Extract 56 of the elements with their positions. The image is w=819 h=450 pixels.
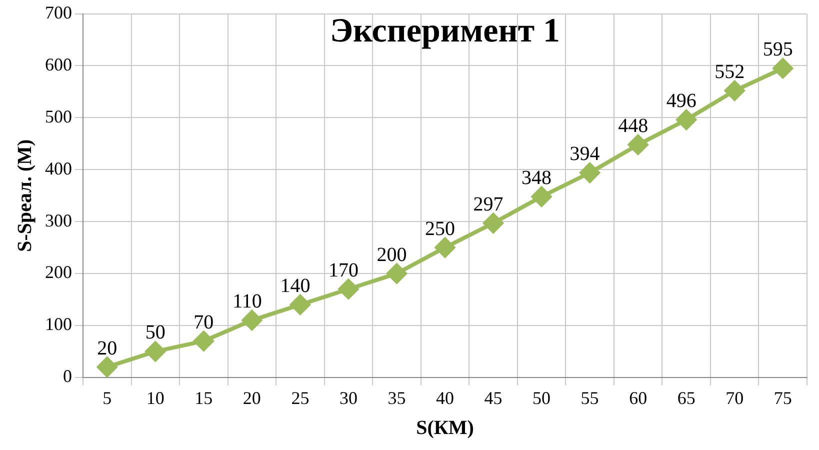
x-tick-label: 45 [484,388,502,408]
point [145,341,166,362]
point [676,110,696,130]
x-tick-label: 35 [388,388,406,408]
data-label: 448 [618,114,648,137]
x-tick-label: 25 [291,388,310,408]
x-tick-label: 60 [629,388,648,408]
y-tick-label: 100 [45,314,72,334]
point [290,294,310,315]
y-axis-title: S-Sреал. (М) [14,139,36,252]
chart-title: Эксперимент 1 [330,12,560,50]
point [242,310,262,330]
data-label: 348 [522,166,552,189]
data-label: 70 [194,311,214,334]
x-tick-label: 30 [339,388,358,408]
data-label: 552 [714,60,745,83]
point [532,186,552,207]
data-label: 140 [280,274,310,297]
x-tick-label: 5 [102,388,112,408]
data-label: 20 [97,337,118,360]
y-tick-label: 700 [45,2,72,23]
y-tick-label: 300 [45,210,72,230]
data-label: 394 [570,142,600,165]
x-tick-label: 70 [726,388,744,408]
point [194,331,214,352]
x-tick-label: 50 [532,388,551,408]
data-label: 297 [473,193,504,216]
point [483,213,504,234]
point [772,58,793,78]
point [97,357,118,378]
data-label: 496 [666,90,696,112]
x-tick-label: 65 [677,388,696,408]
point [338,279,358,300]
x-tick-label: 75 [774,388,792,408]
point [628,134,648,155]
y-tick-label: 200 [45,262,72,282]
point [435,238,455,258]
y-tick-label: 400 [45,158,72,178]
y-tick-label: 600 [45,54,72,74]
data-label: 250 [425,218,455,240]
x-tick-label: 20 [242,388,261,408]
data-label: 110 [232,290,262,313]
data-label: 200 [376,244,407,266]
x-tick-label: 40 [436,388,454,408]
x-tick-label: 15 [194,388,213,408]
data-label: 595 [762,38,793,61]
x-axis-title: S(КМ) [416,417,474,440]
data-label: 50 [145,322,166,344]
point [724,80,745,101]
y-tick-label: 0 [63,366,72,386]
point [580,162,600,183]
x-tick-label: 10 [146,388,164,408]
data-label: 170 [328,259,358,282]
y-tick-label: 500 [45,106,72,126]
point [386,264,407,284]
x-tick-label: 55 [580,388,599,408]
